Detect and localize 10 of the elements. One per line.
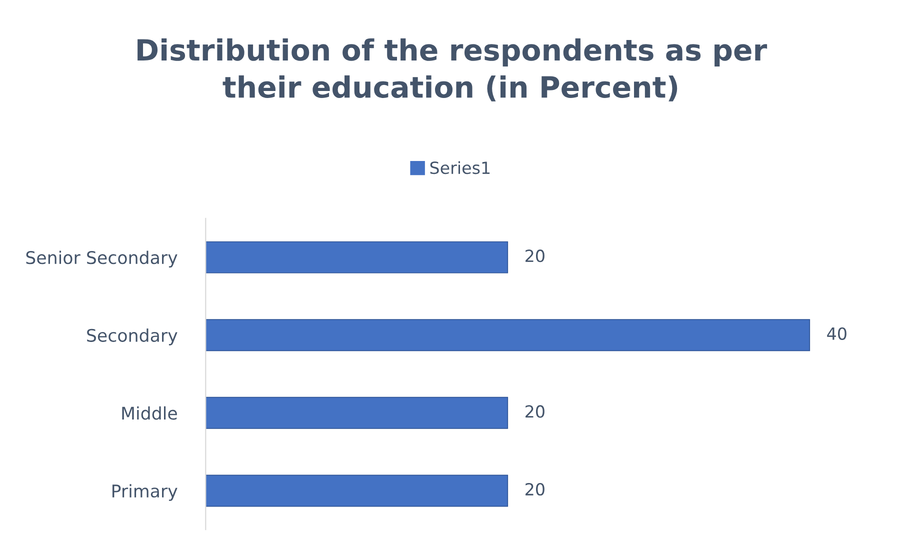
data-label: 20 <box>526 250 544 262</box>
legend-label: Series1 <box>430 161 490 174</box>
data-label: 40 <box>827 327 846 340</box>
data-label: 20 <box>526 405 544 418</box>
y-tick-label: Secondary <box>87 328 178 346</box>
data-label: 20 <box>526 482 544 496</box>
y-tick-label: Primary <box>112 484 178 501</box>
y-tick-label: Senior Secondary <box>26 250 178 268</box>
chart-title: Distribution of the respondents as per their education (in Percent) <box>138 38 768 102</box>
y-tick-label: Middle <box>122 406 177 420</box>
